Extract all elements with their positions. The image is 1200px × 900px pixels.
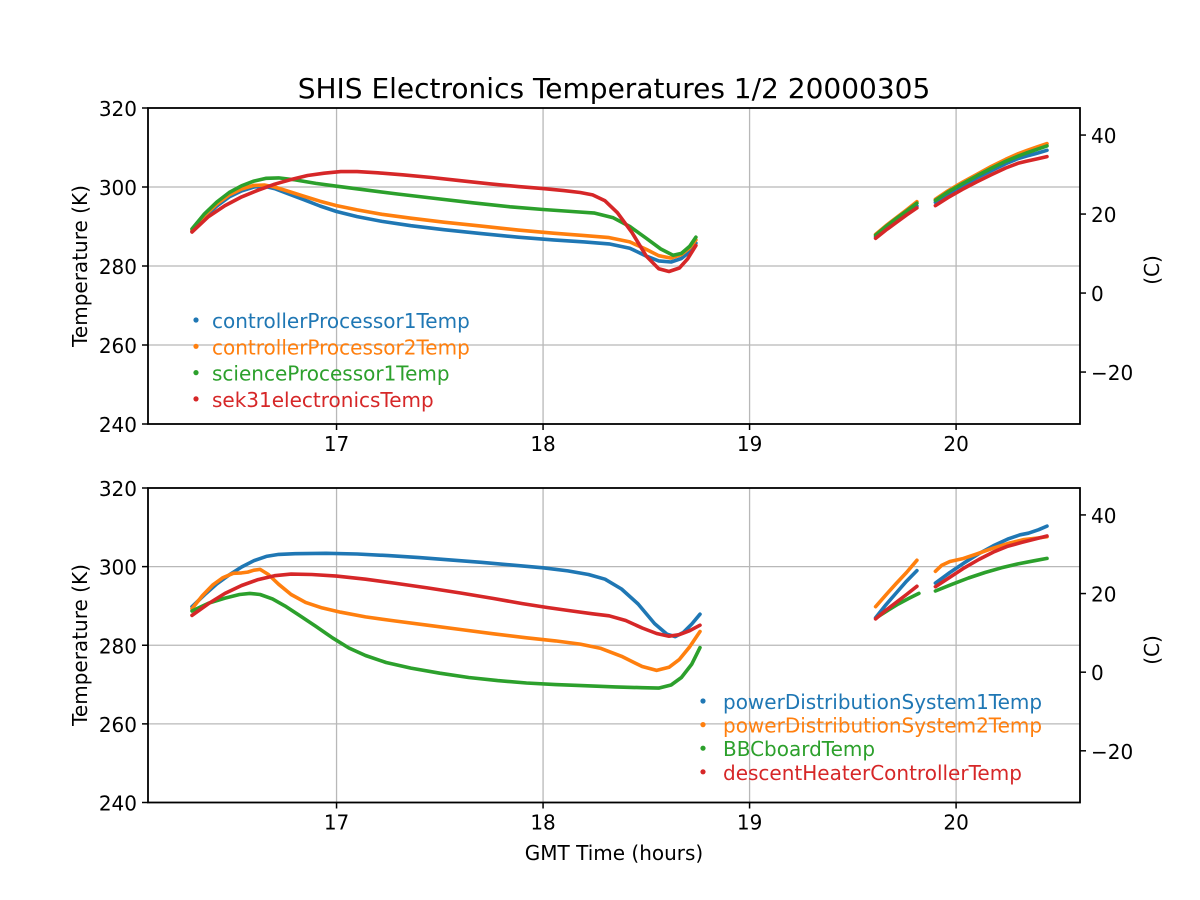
bottom-plot-y-tick-label: 300: [99, 556, 137, 580]
bottom-plot-x-tick-label: 19: [737, 811, 762, 835]
series-descentHeaterControllerTemp: [873, 584, 919, 621]
series-scienceProcessor1Temp: [190, 176, 698, 258]
series-descentHeaterControllerTemp: [933, 534, 1049, 589]
legend-marker-controllerProcessor1Temp: [193, 317, 199, 323]
top-plot-right-tick-label: −20: [1091, 361, 1133, 385]
right-y-axis-label-bottom: (C): [1140, 635, 1164, 665]
series-powerDistributionSystem1Temp: [190, 551, 702, 639]
series-scienceProcessor1Temp: [933, 144, 1049, 203]
legend-label-controllerProcessor2Temp: controllerProcessor2Temp: [212, 335, 470, 359]
chart-title: SHIS Electronics Temperatures 1/2 200003…: [297, 72, 931, 105]
y-axis-label-top: Temperature (K): [68, 185, 92, 347]
series-sek31electronicsTemp: [873, 206, 919, 241]
legend-label-powerDistributionSystem1Temp: powerDistributionSystem1Temp: [723, 690, 1042, 714]
bottom-plot-right-tick-label: 20: [1091, 583, 1116, 607]
legend-marker-descentHeaterControllerTemp: [700, 769, 706, 775]
bottom-plot-right-tick-label: −20: [1091, 740, 1133, 764]
right-y-axis-label-top: (C): [1140, 255, 1164, 285]
series-powerDistributionSystem1Temp: [933, 524, 1049, 585]
legend-marker-scienceProcessor1Temp: [193, 370, 199, 376]
series-powerDistributionSystem2Temp: [190, 567, 702, 673]
top-plot-x-tick-label: 18: [530, 432, 555, 456]
legend-marker-powerDistributionSystem2Temp: [700, 722, 706, 728]
top-plot-right-tick-label: 0: [1091, 282, 1104, 306]
series-sek31electronicsTemp: [933, 154, 1049, 208]
series-powerDistributionSystem2Temp: [873, 558, 919, 609]
top-plot-right-tick-label: 40: [1091, 124, 1116, 148]
series-sek31electronicsTemp: [190, 169, 698, 274]
bottom-plot-x-tick-label: 17: [324, 811, 349, 835]
bottom-plot-y-tick-label: 320: [99, 477, 137, 501]
series-powerDistributionSystem1Temp: [873, 568, 919, 620]
bottom-plot-y-tick-label: 240: [99, 792, 137, 816]
legend-label-BBCboardTemp: BBCboardTemp: [723, 737, 875, 761]
legend-marker-sek31electronicsTemp: [193, 396, 199, 402]
top-plot-y-tick-label: 300: [99, 176, 137, 200]
top-plot-y-tick-label: 280: [99, 255, 137, 279]
top-plot-x-tick-label: 20: [943, 432, 968, 456]
series-controllerProcessor2Temp: [190, 183, 698, 260]
top-plot-right-tick-label: 20: [1091, 203, 1116, 227]
x-axis-label: GMT Time (hours): [524, 841, 704, 865]
legend-label-scienceProcessor1Temp: scienceProcessor1Temp: [212, 362, 450, 386]
legend-label-controllerProcessor1Temp: controllerProcessor1Temp: [212, 309, 470, 333]
bottom-plot-y-tick-label: 280: [99, 634, 137, 658]
top-plot-y-tick-label: 260: [99, 334, 137, 358]
bottom-plot-right-tick-label: 0: [1091, 661, 1104, 685]
top-plot-y-tick-label: 320: [99, 97, 137, 121]
series-scienceProcessor1Temp: [873, 201, 919, 237]
series-BBCboardTemp: [190, 591, 702, 690]
legend-label-descentHeaterControllerTemp: descentHeaterControllerTemp: [723, 761, 1022, 785]
legend-label-powerDistributionSystem2Temp: powerDistributionSystem2Temp: [723, 714, 1042, 738]
series-descentHeaterControllerTemp: [190, 572, 702, 638]
series-BBCboardTemp: [933, 556, 1049, 593]
bottom-plot-y-tick-label: 260: [99, 713, 137, 737]
series-controllerProcessor1Temp: [190, 184, 698, 264]
top-plot-x-tick-label: 17: [324, 432, 349, 456]
top-plot-x-tick-label: 19: [737, 432, 762, 456]
legend-label-sek31electronicsTemp: sek31electronicsTemp: [212, 388, 434, 412]
bottom-plot-x-tick-label: 20: [943, 811, 968, 835]
top-plot-y-tick-label: 240: [99, 413, 137, 437]
legend-marker-powerDistributionSystem1Temp: [700, 698, 706, 704]
y-axis-label-bottom: Temperature (K): [68, 564, 92, 726]
bottom-plot-x-tick-label: 18: [530, 811, 555, 835]
bottom-plot-right-tick-label: 40: [1091, 504, 1116, 528]
legend-marker-controllerProcessor2Temp: [193, 343, 199, 349]
legend-marker-BBCboardTemp: [700, 745, 706, 751]
